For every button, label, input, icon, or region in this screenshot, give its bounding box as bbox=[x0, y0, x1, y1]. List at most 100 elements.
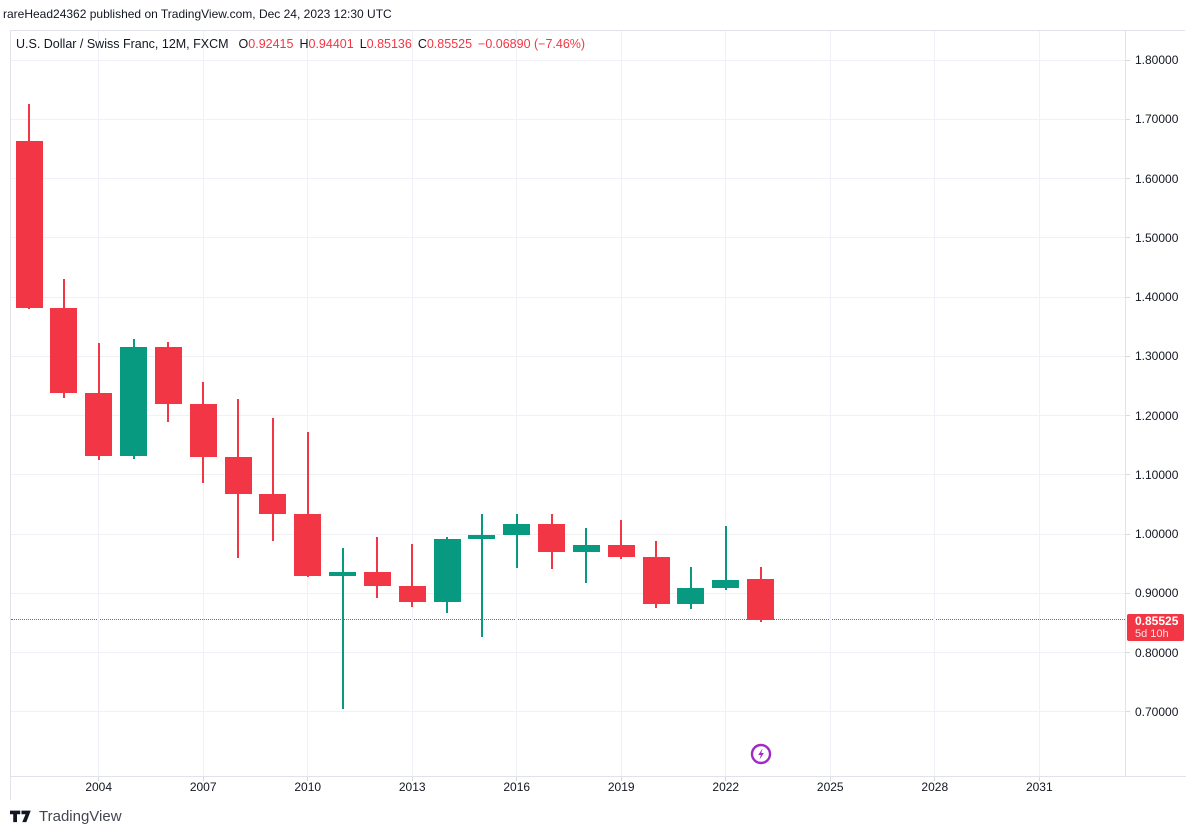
price-tick bbox=[1126, 118, 1130, 120]
candle-wick-2016 bbox=[515, 514, 518, 568]
v-gridline bbox=[934, 31, 936, 776]
time-axis-label: 2016 bbox=[503, 780, 531, 794]
time-axis-label: 2031 bbox=[1025, 780, 1053, 794]
candle-2012 bbox=[363, 571, 391, 586]
h-gridline bbox=[11, 178, 1125, 180]
symbol-legend[interactable]: U.S. Dollar / Swiss Franc, 12M, FXCM O0.9… bbox=[16, 37, 585, 51]
ohlc-high: H0.94401 bbox=[299, 37, 354, 51]
price-axis-label: 1.20000 bbox=[1135, 408, 1179, 423]
h-gridline bbox=[11, 296, 1125, 298]
plot-area[interactable] bbox=[11, 31, 1125, 776]
realtime-lightning-icon[interactable] bbox=[750, 743, 772, 765]
h-gridline bbox=[11, 474, 1125, 476]
time-tick bbox=[516, 777, 518, 781]
ohlc-close: C0.85525 bbox=[417, 37, 473, 51]
price-axis-label: 1.70000 bbox=[1135, 112, 1179, 127]
time-axis-label: 2007 bbox=[189, 780, 217, 794]
attribution-text: rareHead24362 published on TradingView.c… bbox=[3, 7, 392, 21]
candle-wick-2009 bbox=[271, 418, 274, 542]
ohlc-low: L0.85136 bbox=[359, 37, 412, 51]
candle-2022 bbox=[712, 579, 740, 589]
time-tick bbox=[98, 777, 100, 781]
price-tick bbox=[1126, 711, 1130, 713]
h-gridline bbox=[11, 59, 1125, 61]
candle-2010 bbox=[294, 514, 322, 576]
candle-wick-2021 bbox=[689, 566, 692, 609]
price-axis-label: 0.70000 bbox=[1135, 704, 1179, 719]
time-tick bbox=[411, 777, 413, 781]
symbol-title: U.S. Dollar / Swiss Franc, 12M, FXCM bbox=[16, 37, 229, 51]
h-gridline bbox=[11, 652, 1125, 654]
candle-2003 bbox=[50, 307, 78, 394]
time-tick bbox=[934, 777, 936, 781]
tradingview-logo-link[interactable]: TradingView bbox=[10, 808, 122, 825]
v-gridline bbox=[829, 31, 831, 776]
price-axis-label: 0.80000 bbox=[1135, 645, 1179, 660]
price-axis-label: 0.90000 bbox=[1135, 586, 1179, 601]
price-axis-label: 1.50000 bbox=[1135, 230, 1179, 245]
candle-2014 bbox=[433, 538, 461, 602]
last-price-value: 0.85525 bbox=[1135, 613, 1179, 628]
candle-wick-2013 bbox=[411, 544, 414, 608]
time-axis-label: 2013 bbox=[398, 780, 426, 794]
candle-wick-2012 bbox=[376, 537, 379, 599]
time-axis[interactable]: 2004 2007 2010 2013 2016 2019 2022 2025 2028 2031 bbox=[11, 776, 1186, 800]
h-gridline bbox=[11, 592, 1125, 594]
time-tick bbox=[1038, 777, 1040, 781]
candle-2004 bbox=[85, 393, 113, 456]
h-gridline bbox=[11, 711, 1125, 713]
v-gridline bbox=[1038, 31, 1040, 776]
candle-2008 bbox=[224, 457, 252, 494]
price-tick bbox=[1126, 237, 1130, 239]
candle-wick-2018 bbox=[585, 528, 588, 583]
v-gridline bbox=[411, 31, 413, 776]
h-gridline bbox=[11, 415, 1125, 417]
candle-2021 bbox=[677, 588, 705, 605]
candle-2011 bbox=[329, 571, 357, 576]
price-tick bbox=[1126, 652, 1130, 654]
price-axis-label: 1.00000 bbox=[1135, 527, 1179, 542]
price-axis-label: 1.60000 bbox=[1135, 171, 1179, 186]
v-gridline bbox=[725, 31, 727, 776]
price-tick bbox=[1126, 533, 1130, 535]
price-axis[interactable]: 0.85525 5d 10h 1.80000 1.70000 1.60000 1.50… bbox=[1125, 31, 1186, 776]
tradingview-logo-text: TradingView bbox=[39, 808, 122, 825]
time-tick bbox=[620, 777, 622, 781]
ohlc-open: O0.92415 bbox=[238, 37, 294, 51]
bar-countdown: 5d 10h bbox=[1135, 627, 1169, 640]
v-gridline bbox=[307, 31, 309, 776]
time-axis-label: 2022 bbox=[712, 780, 740, 794]
price-tick bbox=[1126, 474, 1130, 476]
price-axis-label: 1.80000 bbox=[1135, 53, 1179, 68]
time-axis-label: 2004 bbox=[85, 780, 113, 794]
candle-2007 bbox=[189, 403, 217, 458]
candle-2015 bbox=[468, 534, 496, 539]
time-tick bbox=[307, 777, 309, 781]
price-tick bbox=[1126, 415, 1130, 417]
candle-2005 bbox=[120, 346, 148, 456]
price-axis-label: 1.30000 bbox=[1135, 349, 1179, 364]
candle-2013 bbox=[398, 585, 426, 602]
price-tick bbox=[1126, 59, 1130, 61]
candle-wick-2011 bbox=[341, 547, 344, 710]
time-axis-label: 2028 bbox=[921, 780, 949, 794]
candle-wick-2010 bbox=[306, 432, 309, 577]
candle-wick-2019 bbox=[620, 519, 623, 560]
time-tick bbox=[829, 777, 831, 781]
v-gridline bbox=[516, 31, 518, 776]
candle-2020 bbox=[642, 557, 670, 605]
tradingview-logo-icon bbox=[10, 810, 31, 823]
candle-2006 bbox=[154, 346, 182, 404]
candle-wick-2015 bbox=[480, 514, 483, 638]
time-tick bbox=[725, 777, 727, 781]
price-axis-label: 1.40000 bbox=[1135, 290, 1179, 305]
price-tick bbox=[1126, 355, 1130, 357]
h-gridline bbox=[11, 533, 1125, 535]
candle-wick-2022 bbox=[724, 525, 727, 590]
candle-2023 bbox=[747, 579, 775, 620]
last-price-badge: 0.85525 5d 10h bbox=[1127, 613, 1184, 641]
chart-frame: U.S. Dollar / Swiss Franc, 12M, FXCM O0.9… bbox=[10, 30, 1186, 800]
h-gridline bbox=[11, 118, 1125, 120]
candle-2016 bbox=[503, 524, 531, 535]
candle-2009 bbox=[259, 493, 287, 515]
